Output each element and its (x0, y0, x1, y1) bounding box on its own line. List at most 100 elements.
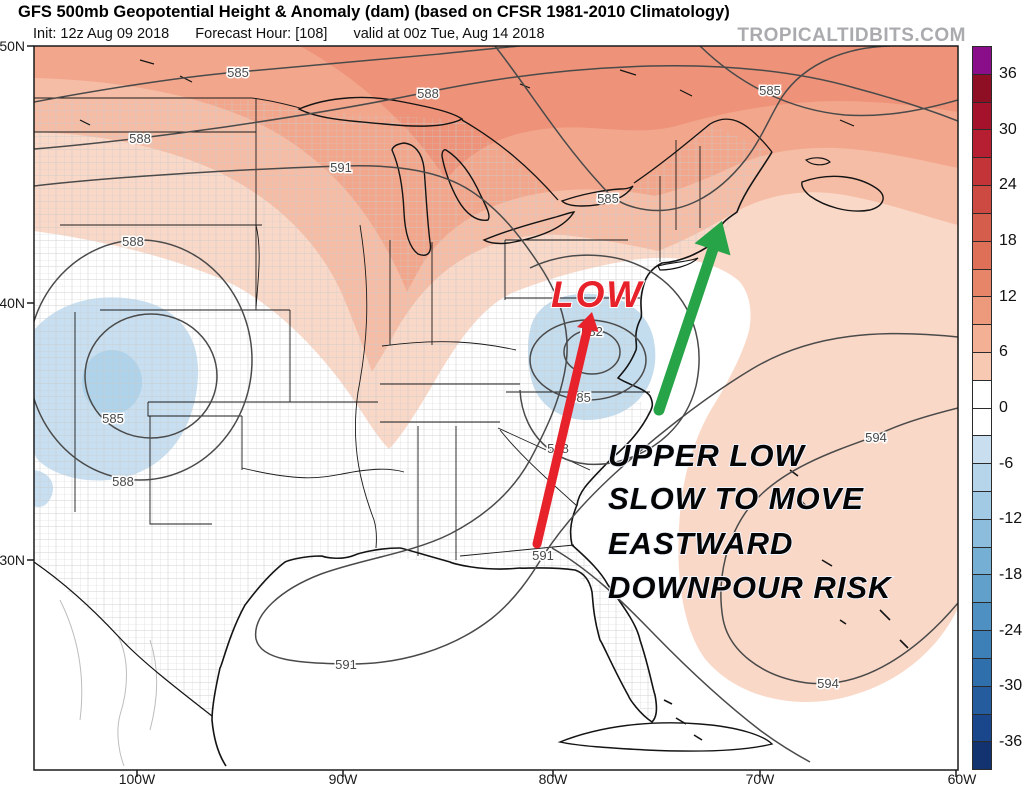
contour-label: 591 (330, 160, 352, 175)
contour-588-north (34, 64, 958, 150)
lake-michigan (391, 142, 432, 256)
colorbar-tick-label: -18 (999, 566, 1023, 584)
contour-label: 588 (112, 474, 134, 489)
bahamas-islands (663, 469, 909, 741)
contour-label: 588 (417, 86, 439, 101)
green-arrow-shaft (653, 243, 719, 416)
colorbar-cell (973, 463, 991, 491)
height-contours (34, 46, 958, 763)
contour-591-florida-straits (551, 547, 811, 763)
coastlines (34, 59, 909, 767)
contour-label: 594 (817, 676, 839, 691)
colorbar-tick-label: 30 (999, 120, 1017, 138)
contour-588-colorado-closed (34, 239, 253, 481)
colorbar-cell (973, 268, 991, 297)
colorbar-cell (973, 657, 991, 686)
colorbar-cell (973, 546, 991, 575)
contour-591-main (34, 164, 958, 665)
colorbar-cell (973, 324, 991, 352)
contour-label: 588 (122, 234, 144, 249)
contour-588-virginia-arc (519, 254, 700, 466)
nova-scotia (801, 175, 884, 212)
green-arrow-head (694, 221, 731, 256)
colorbar-cell (973, 741, 991, 770)
contour-585-northwest (34, 46, 521, 103)
colorbar-cell (973, 47, 991, 74)
annotation-arrows (532, 221, 731, 549)
axis-ticks (27, 45, 957, 777)
lake-erie (482, 211, 576, 245)
site-watermark: TROPICALTIDBITS.COM (737, 25, 966, 46)
contour-594-atlantic (720, 407, 958, 685)
annotation-texts: LOW UPPER LOW SLOW TO MOVE EASTWARD DOWN… (550, 273, 893, 606)
colorbar-cell (973, 379, 991, 408)
colorbar-tick-label: 12 (999, 287, 1017, 305)
lat-label-30n: 30N (0, 552, 25, 568)
colorbar-cell (973, 351, 991, 380)
colorbar-cell (973, 713, 991, 742)
colorbar-tick-label: -24 (999, 621, 1023, 639)
lon-label-100w: 100W (119, 771, 156, 786)
init-time: Init: 12z Aug 09 2018 (33, 26, 170, 42)
lake-huron (441, 149, 490, 221)
contour-label: 588 (129, 131, 151, 146)
colorbar-tick-label: 0 (999, 399, 1008, 416)
colorbar-cell (973, 185, 991, 213)
colorbar-cell (973, 129, 991, 158)
note-line-4: DOWNPOUR RISK (608, 570, 893, 605)
colorbar-cell (973, 101, 991, 130)
low-label: LOW (551, 274, 644, 315)
colorbar-cell (973, 491, 991, 519)
valid-time: valid at 00z Tue, Aug 14 2018 (353, 26, 545, 42)
colorbar-tick-label: -6 (999, 454, 1014, 472)
colorbar-cell (973, 157, 991, 186)
colorbar-cell (973, 602, 991, 631)
lake-ontario (560, 185, 634, 207)
lon-label-70w: 70W (746, 771, 776, 786)
note-line-1: UPPER LOW (608, 438, 806, 473)
forecast-hour: Forecast Hour: [108] (195, 26, 328, 42)
red-arrow-head (577, 312, 599, 332)
lon-label-80w: 80W (539, 771, 569, 786)
colorbar-cell (973, 296, 991, 325)
note-line-3: EASTWARD (608, 526, 793, 561)
colorbar-cell (973, 407, 991, 436)
axis-labels: 50N 40N 30N 100W 90W 80W 70W 60W (0, 38, 977, 786)
contour-label: 585 (102, 411, 124, 426)
colorbar-cell (973, 685, 991, 714)
state-boundaries (34, 97, 701, 560)
colorbar-cell (973, 212, 991, 241)
lat-label-50n: 50N (0, 38, 25, 54)
colorbar-cell (973, 73, 991, 102)
lake-superior (297, 96, 464, 127)
mexico-state-lines (59, 599, 158, 767)
contour-585-colorado-closed (84, 313, 218, 439)
colorbar-cell (973, 630, 991, 658)
contour-label: 591 (532, 548, 554, 563)
map-frame (33, 45, 959, 771)
chart-title: GFS 500mb Geopotential Height & Anomaly … (18, 3, 730, 21)
colorbar-tick-label: 6 (999, 343, 1008, 361)
lon-label-60w: 60W (948, 771, 978, 786)
colorbar-tick-label: -12 (999, 510, 1023, 528)
contour-top-right (699, 46, 958, 117)
contour-585-virginia-closed (529, 319, 647, 401)
contour-label: 594 (865, 430, 887, 445)
colorbar-tick-label: -36 (999, 733, 1023, 751)
colorbar-cell (973, 435, 991, 464)
colorbar-tick-label: 24 (999, 176, 1017, 194)
contour-585-northeast (494, 46, 891, 212)
colorbar-cell (973, 240, 991, 269)
contour-label: 585 (759, 83, 781, 98)
colorbar-tick-label: 36 (999, 64, 1017, 82)
colorbar-cell (973, 574, 991, 603)
colorbar (972, 46, 992, 770)
note-line-2: SLOW TO MOVE (608, 481, 864, 516)
contour-label: 585 (227, 65, 249, 80)
colorbar-cell (973, 518, 991, 547)
lon-label-90w: 90W (329, 771, 359, 786)
lat-label-40n: 40N (0, 295, 25, 311)
contour-label: 585 (597, 191, 619, 206)
